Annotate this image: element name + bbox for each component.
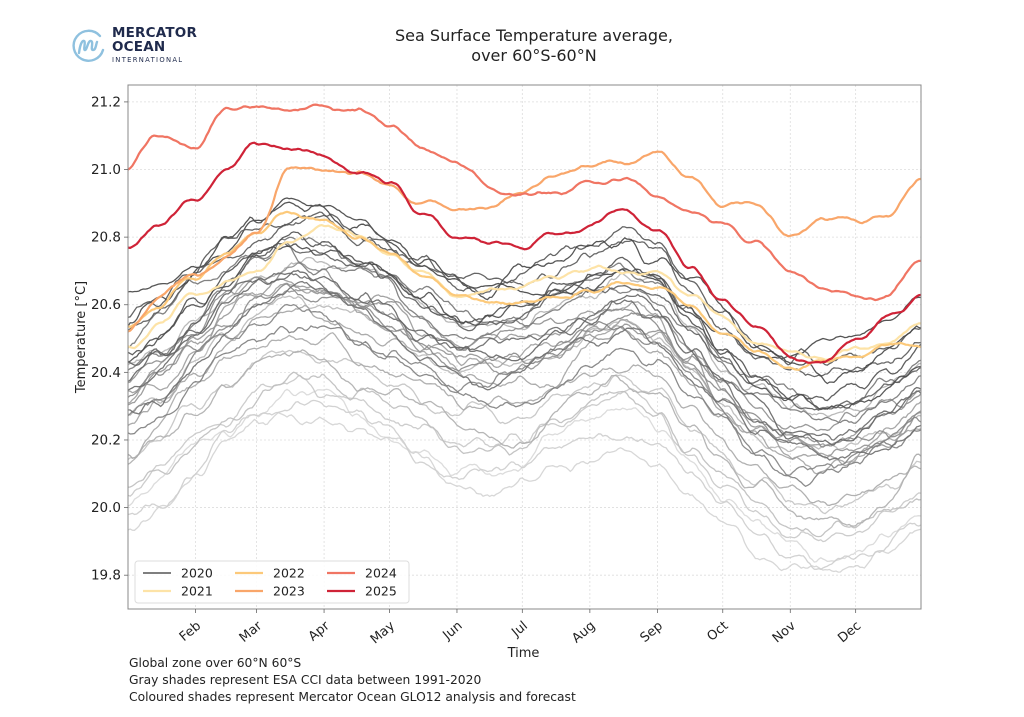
climatology-line-1996 bbox=[127, 371, 922, 538]
y-axis: 19.8 20.0 20.2 20.4 20.6 20.8 21.0 21.2 bbox=[91, 94, 128, 584]
legend-label: 2021 bbox=[181, 584, 213, 599]
x-axis: Feb Mar Apr May Jun Jul Aug Sep Oct Nov Dec bbox=[177, 609, 864, 647]
logo-wordmark: MERCATOR OCEAN bbox=[112, 26, 197, 54]
legend-label: 2025 bbox=[365, 584, 397, 599]
x-tick-label: Sep bbox=[638, 619, 666, 646]
chart-subtitle: over 60°S-60°N bbox=[471, 46, 597, 65]
climatology-line-1991 bbox=[127, 388, 922, 563]
x-tick-label: Dec bbox=[835, 619, 864, 647]
x-tick-label: Oct bbox=[704, 619, 731, 645]
legend-box bbox=[134, 560, 410, 604]
climatology-line-1997 bbox=[127, 295, 922, 453]
y-tick-label: 21.2 bbox=[91, 94, 121, 110]
x-tick-label: Feb bbox=[177, 619, 204, 645]
legend-label: 2020 bbox=[181, 566, 213, 581]
climatology-line-2010 bbox=[127, 236, 922, 410]
legend-item-2020: 2020 bbox=[143, 566, 213, 581]
x-tick-label: Aug bbox=[569, 619, 598, 647]
climatology-line-2011 bbox=[127, 280, 922, 461]
footnote-coloured: Coloured shades represent Mercator Ocean… bbox=[129, 690, 576, 704]
x-tick-label: Jun bbox=[440, 619, 466, 644]
series-line-2024 bbox=[127, 103, 921, 302]
footnote-gray: Gray shades represent ESA CCI data betwe… bbox=[129, 673, 482, 687]
y-tick-label: 20.6 bbox=[91, 297, 121, 313]
x-tick-label: Jul bbox=[508, 619, 530, 641]
climatology-line-2012 bbox=[127, 272, 922, 441]
y-tick-label: 21.0 bbox=[91, 162, 121, 178]
y-tick-label: 20.2 bbox=[91, 432, 121, 448]
climatology-line-1993 bbox=[127, 399, 922, 571]
legend-label: 2022 bbox=[273, 566, 305, 581]
climatology-line-2001 bbox=[127, 304, 922, 475]
climatology-line-1992 bbox=[127, 411, 922, 573]
series-lines bbox=[127, 103, 922, 371]
x-tick-label: Nov bbox=[770, 618, 799, 646]
series-line-2021 bbox=[127, 224, 921, 361]
y-tick-label: 19.8 bbox=[91, 568, 121, 584]
legend-item-2024: 2024 bbox=[327, 566, 397, 581]
x-tick-label: Mar bbox=[237, 618, 266, 646]
y-tick-label: 20.8 bbox=[91, 230, 121, 246]
legend-item-2023: 2023 bbox=[235, 584, 305, 599]
logo-line-3: INTERNATIONAL bbox=[112, 56, 184, 64]
chart-title: Sea Surface Temperature average, over 60… bbox=[0, 26, 1024, 66]
climatology-line-2006 bbox=[127, 283, 922, 448]
climatology-line-2019 bbox=[127, 201, 922, 385]
legend-item-2022: 2022 bbox=[235, 566, 305, 581]
climatology-line-2016 bbox=[127, 213, 922, 366]
legend-item-2021: 2021 bbox=[143, 584, 213, 599]
climatology-line-1999 bbox=[127, 349, 922, 527]
climatology-line-2002 bbox=[127, 282, 922, 467]
climatology-line-2007 bbox=[127, 303, 922, 476]
x-tick-label: May bbox=[368, 618, 398, 647]
y-tick-label: 20.4 bbox=[91, 365, 121, 381]
climatology-line-2013 bbox=[127, 269, 922, 446]
mercator-m-circle-icon bbox=[72, 29, 105, 62]
mercator-ocean-logo: MERCATOR OCEAN INTERNATIONAL bbox=[70, 26, 200, 70]
climatology-line-2000 bbox=[127, 332, 922, 507]
legend-label: 2024 bbox=[365, 566, 397, 581]
y-tick-label: 20.0 bbox=[91, 500, 121, 516]
climatology-line-2009 bbox=[127, 241, 922, 424]
series-line-2022 bbox=[127, 210, 922, 371]
climatology-lines bbox=[127, 201, 922, 573]
climatology-line-2005 bbox=[127, 261, 922, 432]
x-axis-label: Time bbox=[507, 646, 540, 661]
climatology-line-2017 bbox=[127, 231, 922, 402]
legend-label: 2023 bbox=[273, 584, 305, 599]
logo-line-1: MERCATOR bbox=[112, 25, 198, 41]
series-line-2025 bbox=[127, 141, 922, 364]
footnotes: Global zone over 60°N 60°S Gray shades r… bbox=[129, 655, 576, 706]
climatology-line-2008 bbox=[127, 325, 922, 488]
x-tick-label: Apr bbox=[306, 618, 333, 644]
legend: 2020 2021 2022 2023 2024 2025 bbox=[134, 560, 410, 604]
chart-title-line-1: Sea Surface Temperature average, bbox=[395, 26, 673, 45]
plot-frame bbox=[127, 84, 922, 610]
logo-line-2: OCEAN bbox=[112, 39, 166, 55]
y-axis-label: Temperature [°C] bbox=[74, 281, 89, 394]
legend-item-2025: 2025 bbox=[327, 584, 397, 599]
footnote-zone: Global zone over 60°N 60°S bbox=[129, 656, 302, 670]
